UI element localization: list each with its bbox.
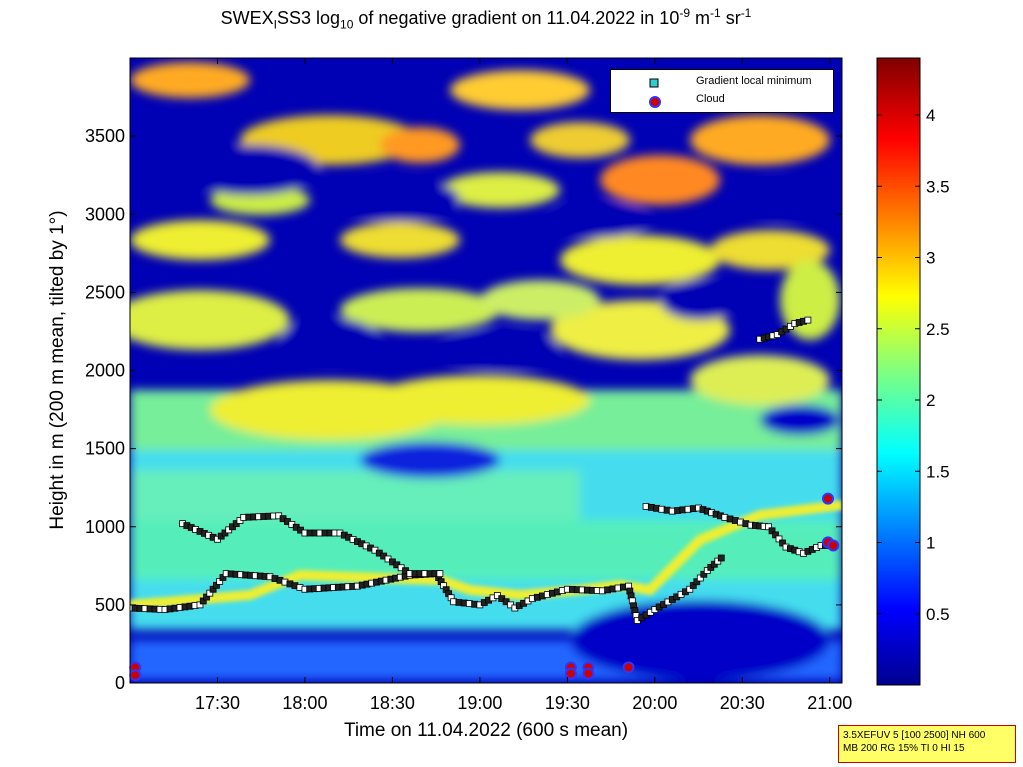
y-axis-ticks: 0 500 1000 1500 2000 2500 3000 3500 [85,126,842,693]
gradient-minimum-marker [779,539,786,547]
gradient-minimum-marker [700,570,708,578]
gradient-minimum-marker [765,523,772,531]
x-tick-label: 20:30 [720,693,765,713]
chart-title: SWEXISS3 log10 of negative gradient on 1… [220,6,752,32]
y-tick-label: 2500 [85,282,125,302]
gradient-minimum-marker [696,574,704,582]
colorbar-tick-label: 2.5 [926,320,950,339]
colorbar-tick-label: 3.5 [926,177,950,196]
colorbar-tick-label: 1 [926,534,935,553]
x-tick-label: 17:30 [195,693,240,713]
y-tick-label: 500 [95,595,125,615]
y-tick-label: 1500 [85,439,125,459]
y-axis-label: Height in m (200 m mean, tilted by 1°) [47,210,68,529]
legend-item-cloud: Cloud [611,92,831,108]
cloud-marker [827,539,840,552]
legend-item-gradient: Gradient local minimum [611,74,831,90]
colorbar-tick-label: 0.5 [926,605,950,624]
x-tick-label: 18:00 [282,693,327,713]
x-tick-label: 19:00 [457,693,502,713]
colorbar-ticks: 0.5 1 1.5 2 2.5 3 3.5 4 [877,106,950,624]
gradient-minimum-marker [689,582,697,589]
legend-label: Gradient local minimum [696,75,812,87]
gradient-minimum-marker [772,531,779,539]
colorbar-tick-label: 2 [926,391,935,410]
legend-label: Cloud [696,93,725,105]
x-tick-label: 20:00 [632,693,677,713]
x-tick-label: 19:30 [545,693,590,713]
y-tick-label: 3000 [85,204,125,224]
circle-marker-icon [649,96,661,108]
colorbar-tick-label: 1.5 [926,462,950,481]
y-tick-label: 2000 [85,361,125,381]
cloud-marker [129,669,142,682]
info-line-1: 3.5XEFUV 5 [100 2500] NH 600 [843,730,986,741]
cloud-marker [622,661,635,674]
gradient-minimum-marker [717,554,725,562]
x-axis-ticks: 17:30 18:00 18:30 19:00 19:30 20:00 20:30 21:00 [195,58,852,713]
info-box: 3.5XEFUV 5 [100 2500] NH 600 MB 200 RG 1… [838,725,1016,763]
y-tick-label: 3500 [85,126,125,146]
colorbar-tick-label: 4 [926,106,935,125]
y-tick-label: 1000 [85,517,125,537]
info-line-2: MB 200 RG 15% TI 0 HI 15 [843,743,965,754]
x-axis-label: Time on 11.04.2022 (600 s mean) [344,720,628,741]
square-marker-icon [649,78,659,88]
y-tick-label: 0 [115,673,125,693]
legend: Gradient local minimum Cloud [610,69,834,113]
cloud-marker [564,667,577,680]
gradient-minimum-marker [768,527,776,535]
heatmap [130,58,842,683]
cloud-marker [822,492,835,505]
x-tick-label: 18:30 [370,693,415,713]
cloud-marker [582,667,595,680]
cloud-markers [129,492,840,682]
gradient-minimum-marker [436,570,444,578]
gradient-minimum-marker [693,578,701,586]
gradient-minimum-marker [686,585,694,593]
x-tick-label: 21:00 [807,693,852,713]
colorbar [876,57,921,686]
gradient-minimum-marker [775,535,783,543]
colorbar-tick-label: 3 [926,249,935,268]
gradient-minimum-marker [804,316,812,324]
gradient-minimum-markers [130,316,829,624]
